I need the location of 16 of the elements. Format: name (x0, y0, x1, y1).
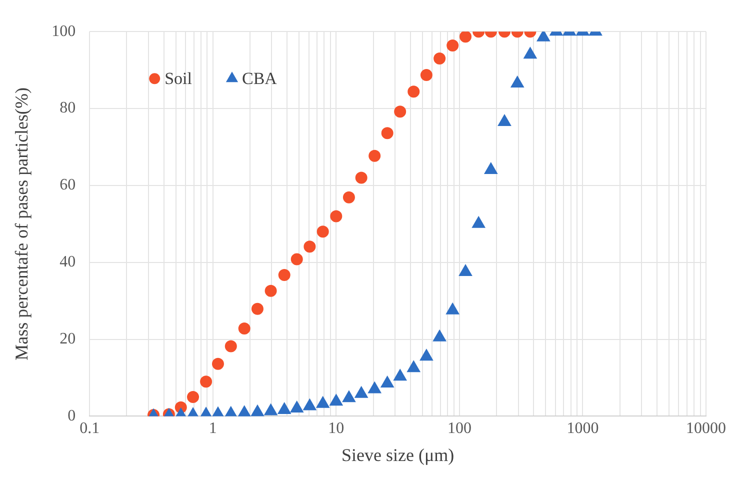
x-axis-title: Sieve size (μm) (341, 444, 454, 465)
legend-label: CBA (242, 69, 278, 88)
y-tick-label: 80 (60, 100, 76, 117)
x-tick-label: 1000 (566, 420, 599, 438)
y-tick-label: 0 (68, 407, 76, 424)
y-tick-label: 60 (60, 176, 76, 194)
y-tick-label: 20 (60, 330, 76, 348)
x-tick-label: 10000 (686, 420, 726, 438)
x-tick-label: 10 (328, 420, 344, 438)
y-axis-title: Mass percentafe of pases particles(%) (12, 87, 32, 360)
x-tick-label: 1 (208, 420, 217, 438)
x-tick-label: 100 (447, 420, 472, 438)
y-tick-label: 100 (52, 22, 76, 40)
x-tick-label: 0.1 (80, 420, 100, 438)
legend-label: Soil (164, 69, 192, 88)
y-tick-label: 40 (60, 254, 76, 271)
